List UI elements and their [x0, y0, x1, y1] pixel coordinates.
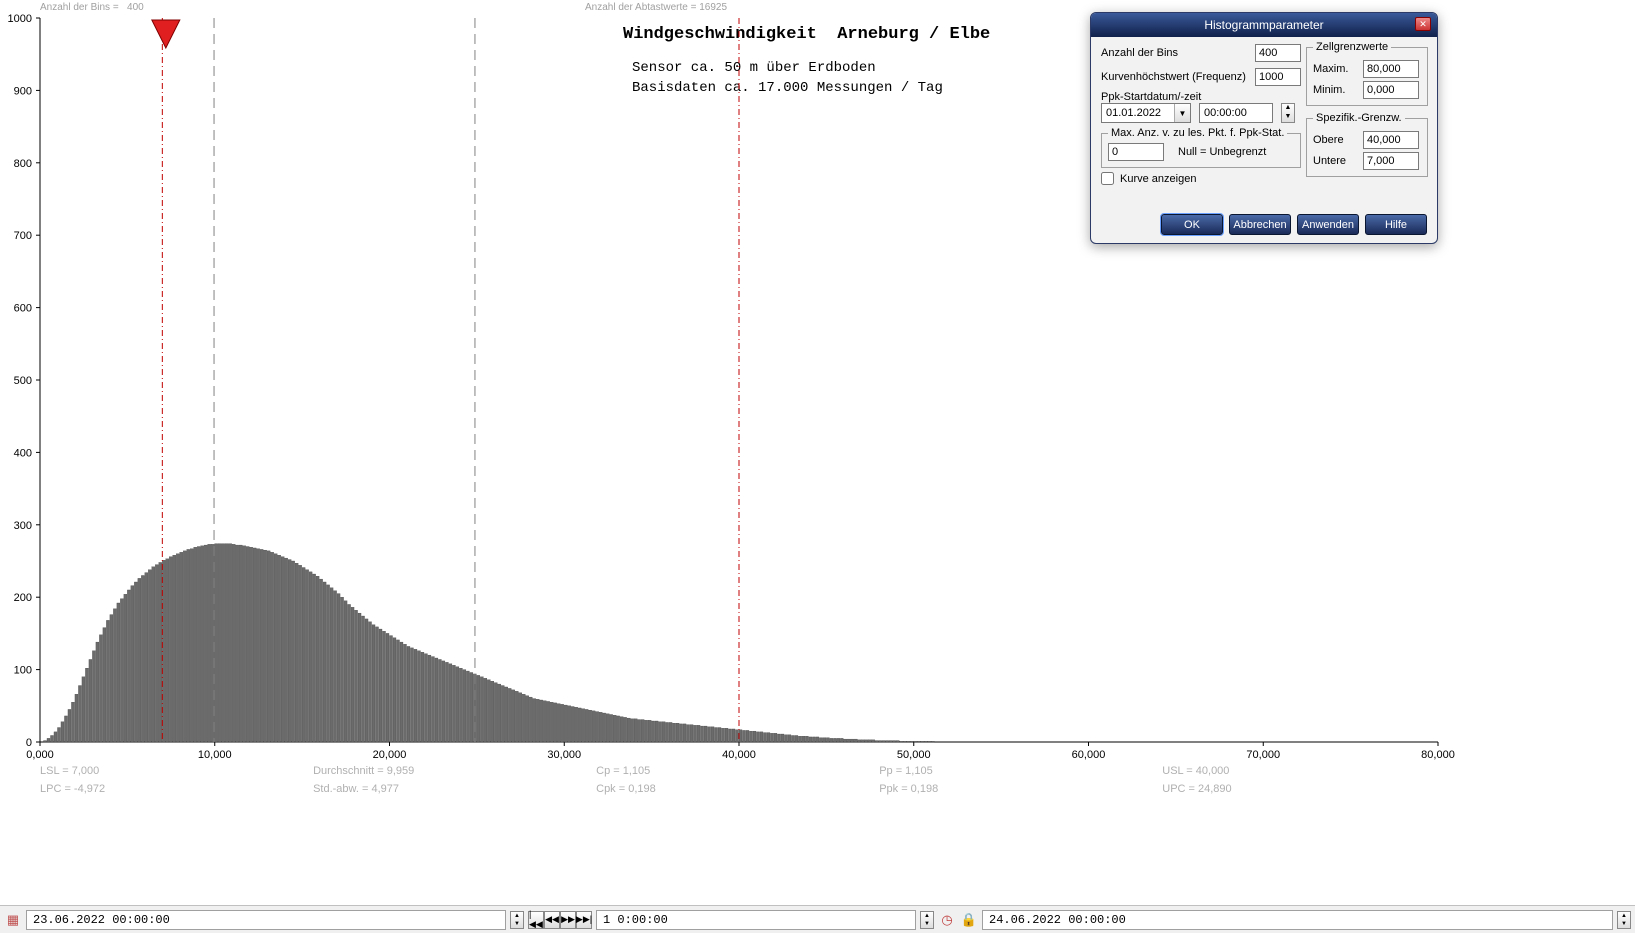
stat-lsl: LSL = 7,000	[40, 765, 310, 777]
input-curvemax[interactable]	[1255, 68, 1301, 86]
stat-cp: Cp = 1,105	[596, 765, 876, 777]
dialog-titlebar[interactable]: Histogrammparameter ✕	[1091, 13, 1437, 37]
svg-text:300: 300	[14, 520, 32, 532]
stat-upc: UPC = 24,890	[1162, 783, 1362, 795]
svg-text:0,000: 0,000	[26, 749, 54, 761]
input-spec-obere[interactable]	[1363, 131, 1419, 149]
svg-text:700: 700	[14, 230, 32, 242]
svg-text:100: 100	[14, 665, 32, 677]
stat-stdabw: Std.-abw. = 4,977	[313, 783, 593, 795]
stat-usl: USL = 40,000	[1162, 765, 1362, 777]
label-maxpts-group: Max. Anz. v. zu les. Pkt. f. Ppk-Stat.	[1108, 127, 1287, 139]
datetime-end-spinner[interactable]: ▲▼	[1617, 911, 1631, 929]
svg-text:60,000: 60,000	[1072, 749, 1106, 761]
svg-text:20,000: 20,000	[373, 749, 407, 761]
apply-button[interactable]: Anwenden	[1297, 214, 1359, 235]
svg-text:500: 500	[14, 375, 32, 387]
help-button[interactable]: Hilfe	[1365, 214, 1427, 235]
stat-cpk: Cpk = 0,198	[596, 783, 876, 795]
label-cell-min: Minim.	[1313, 84, 1357, 96]
histogram-params-dialog: Histogrammparameter ✕ Anzahl der Bins Ku…	[1090, 12, 1438, 244]
svg-text:40,000: 40,000	[722, 749, 756, 761]
datetime-start-spinner[interactable]: ▲▼	[510, 911, 524, 929]
svg-text:70,000: 70,000	[1246, 749, 1280, 761]
ppk-time-spinner[interactable]: ▲▼	[1281, 103, 1295, 123]
stat-pp: Pp = 1,105	[879, 765, 1159, 777]
input-cell-max[interactable]	[1363, 60, 1419, 78]
duration-field[interactable]: 1 0:00:00	[596, 910, 916, 930]
stat-lpc: LPC = -4,972	[40, 783, 310, 795]
duration-spinner[interactable]: ▲▼	[920, 911, 934, 929]
input-cell-min[interactable]	[1363, 81, 1419, 99]
svg-text:800: 800	[14, 158, 32, 170]
svg-text:30,000: 30,000	[547, 749, 581, 761]
input-maxpts[interactable]	[1108, 143, 1164, 161]
label-cellbounds: Zellgrenzwerte	[1313, 41, 1391, 53]
label-cell-max: Maxim.	[1313, 63, 1357, 75]
lock-icon[interactable]: 🔒	[960, 911, 978, 929]
svg-text:0: 0	[26, 737, 32, 749]
input-spec-untere[interactable]	[1363, 152, 1419, 170]
nav-first-button[interactable]: |◀◀	[528, 911, 544, 929]
stats-row-2: LPC = -4,972 Std.-abw. = 4,977 Cpk = 0,1…	[40, 783, 1362, 795]
label-ppk-start: Ppk-Startdatum/-zeit	[1101, 91, 1301, 103]
svg-text:80,000: 80,000	[1421, 749, 1455, 761]
checkbox-show-curve[interactable]	[1101, 172, 1114, 185]
svg-text:600: 600	[14, 303, 32, 315]
bottom-toolbar: ▦ 23.06.2022 00:00:00 ▲▼ |◀◀ ◀◀ ▶▶ ▶▶| 1…	[0, 905, 1635, 933]
clock-icon[interactable]: ◷	[938, 911, 956, 929]
ppk-time-field[interactable]: 00:00:00	[1199, 103, 1273, 123]
label-spec-untere: Untere	[1313, 155, 1357, 167]
nav-buttons: |◀◀ ◀◀ ▶▶ ▶▶|	[528, 911, 592, 929]
duration-value: 1 0:00:00	[603, 913, 668, 927]
stats-row-1: LSL = 7,000 Durchschnitt = 9,959 Cp = 1,…	[40, 765, 1362, 777]
nav-last-button[interactable]: ▶▶|	[576, 911, 592, 929]
nav-next-button[interactable]: ▶▶	[560, 911, 576, 929]
close-icon[interactable]: ✕	[1415, 17, 1431, 31]
svg-text:900: 900	[14, 85, 32, 97]
svg-text:1000: 1000	[8, 13, 32, 25]
input-bins[interactable]	[1255, 44, 1301, 62]
datetime-start-value: 23.06.2022 00:00:00	[33, 913, 170, 927]
dialog-title-text: Histogrammparameter	[1204, 18, 1323, 32]
label-spec-obere: Obere	[1313, 134, 1357, 146]
svg-text:50,000: 50,000	[897, 749, 931, 761]
chevron-down-icon[interactable]: ▼	[1174, 104, 1190, 122]
svg-text:400: 400	[14, 447, 32, 459]
ppk-date-value: 01.01.2022	[1106, 107, 1161, 119]
ok-button[interactable]: OK	[1161, 214, 1223, 235]
ppk-date-combo[interactable]: 01.01.2022 ▼	[1101, 103, 1191, 123]
datetime-start-field[interactable]: 23.06.2022 00:00:00	[26, 910, 506, 930]
label-show-curve: Kurve anzeigen	[1120, 173, 1196, 185]
label-bins: Anzahl der Bins	[1101, 47, 1255, 59]
label-speclimits: Spezifik.-Grenzw.	[1313, 112, 1405, 124]
calendar-icon[interactable]: ▦	[4, 911, 22, 929]
stat-ppk: Ppk = 0,198	[879, 783, 1159, 795]
nav-prev-button[interactable]: ◀◀	[544, 911, 560, 929]
cancel-button[interactable]: Abbrechen	[1229, 214, 1291, 235]
ppk-time-value: 00:00:00	[1204, 107, 1247, 119]
datetime-end-field[interactable]: 24.06.2022 00:00:00	[982, 910, 1613, 930]
svg-text:10,000: 10,000	[198, 749, 232, 761]
stat-durchschnitt: Durchschnitt = 9,959	[313, 765, 593, 777]
datetime-end-value: 24.06.2022 00:00:00	[989, 913, 1126, 927]
svg-text:200: 200	[14, 592, 32, 604]
label-curvemax: Kurvenhöchstwert (Frequenz)	[1101, 71, 1255, 83]
label-null-unbegrenzt: Null = Unbegrenzt	[1178, 146, 1266, 158]
